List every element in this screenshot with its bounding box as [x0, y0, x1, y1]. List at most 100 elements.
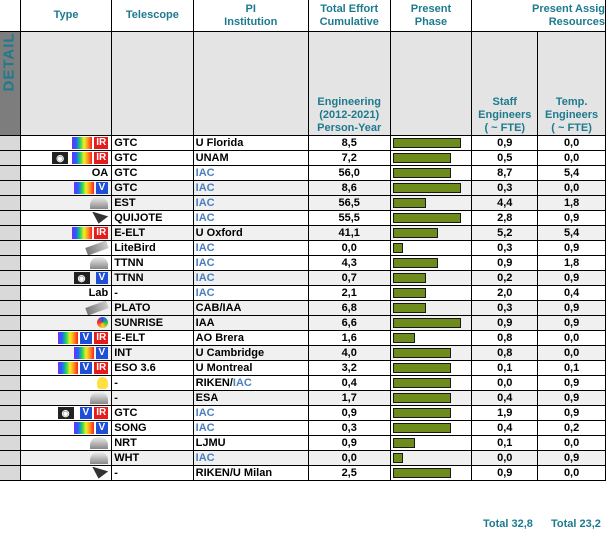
- row-marker: [0, 165, 21, 181]
- phase-bar: [392, 468, 451, 478]
- header-blank: [0, 0, 21, 32]
- phase-cell: [389, 300, 473, 316]
- staff-cell: 0,1: [471, 360, 539, 376]
- pi-cell: IAC: [192, 270, 309, 286]
- telescope-cell: ESO 3.6: [111, 360, 194, 376]
- pi-text: IAC: [195, 286, 215, 299]
- temp-cell: 0,9: [537, 315, 606, 331]
- type-cell: V IR: [19, 360, 113, 376]
- effort-cell: 56,0: [307, 165, 391, 181]
- pi-cell: IAC: [192, 450, 309, 466]
- pi-text: IAC: [195, 166, 215, 179]
- pi-cell: IAC: [192, 255, 309, 271]
- pi-text: IAC: [195, 421, 215, 434]
- row-marker: [0, 285, 21, 301]
- effort-cell: 0,9: [307, 405, 391, 421]
- row-marker: [0, 465, 21, 481]
- effort-cell: 1,6: [307, 330, 391, 346]
- table-row: IR GTC U Florida 8,5 0,9 0,0: [0, 135, 606, 151]
- pi-cell: ESA: [192, 390, 309, 406]
- staff-cell: 0,9: [471, 135, 539, 151]
- table-row: WHT IAC 0,0 0,0 0,9: [0, 450, 606, 466]
- staff-cell: 0,5: [471, 150, 539, 166]
- phase-bar: [392, 378, 451, 388]
- phase-cell: [389, 255, 473, 271]
- satellite-icon: [85, 301, 109, 315]
- v-icon: V: [95, 181, 109, 194]
- temp-cell: 0,2: [537, 420, 606, 436]
- v-icon: V: [95, 346, 109, 359]
- staff-cell: 0,3: [471, 300, 539, 316]
- pi-cell: UNAM: [192, 150, 309, 166]
- type-cell: [19, 390, 113, 406]
- phase-cell: [389, 135, 473, 151]
- phase-cell: [389, 225, 473, 241]
- effort-cell: 4,3: [307, 255, 391, 271]
- v-icon: V: [79, 406, 93, 419]
- v-icon: V: [95, 271, 109, 284]
- row-marker: [0, 195, 21, 211]
- type-cell: [19, 240, 113, 256]
- staff-cell: 0,9: [471, 315, 539, 331]
- details-label: DETAILS: [0, 31, 18, 92]
- staff-cell: 0,3: [471, 180, 539, 196]
- table-row: - ESA 1,7 0,4 0,9: [0, 390, 606, 406]
- type-cell: IR: [19, 225, 113, 241]
- pi-cell: U Cambridge: [192, 345, 309, 361]
- staff-cell: 4,4: [471, 195, 539, 211]
- temp-cell: 0,9: [537, 405, 606, 421]
- phase-cell: [389, 375, 473, 391]
- telescope-cell: TTNN: [111, 255, 194, 271]
- details-staff-3: ( ~ FTE): [484, 122, 526, 134]
- telescope-cell: -: [111, 465, 194, 481]
- type-cell: V: [19, 180, 113, 196]
- table-row: Lab - IAC 2,1 2,0 0,4: [0, 285, 606, 301]
- details-label-cell: DETAILS: [0, 31, 21, 136]
- type-cell: ◉ V: [19, 270, 113, 286]
- phase-cell: [389, 195, 473, 211]
- pi-cell: IAC: [192, 180, 309, 196]
- temp-cell: 0,9: [537, 270, 606, 286]
- ir-icon: IR: [94, 331, 109, 344]
- phase-cell: [389, 285, 473, 301]
- temp-cell: 1,8: [537, 255, 606, 271]
- temp-cell: 0,9: [537, 240, 606, 256]
- table-row: - RIKEN/U Milan 2,5 0,9 0,0: [0, 465, 606, 481]
- telescope-cell: EST: [111, 195, 194, 211]
- temp-cell: 5,4: [537, 225, 606, 241]
- header-effort: Total Effort Cumulative: [307, 0, 391, 32]
- header-effort-line2: Cumulative: [319, 15, 379, 28]
- rainbow-icon: [73, 181, 94, 194]
- pi-cell: IAC: [192, 405, 309, 421]
- temp-cell: 1,8: [537, 195, 606, 211]
- effort-cell: 2,5: [307, 465, 391, 481]
- row-marker: [0, 225, 21, 241]
- details-eng-3: Person-Year: [317, 122, 382, 134]
- rainbow-icon: [72, 151, 93, 164]
- row-marker: [0, 375, 21, 391]
- telescope-cell: -: [111, 390, 194, 406]
- pi-text: U Florida: [195, 136, 244, 149]
- phase-bar: [392, 438, 415, 448]
- type-cell: [19, 315, 113, 331]
- pi-cell: U Oxford: [192, 225, 309, 241]
- header-phase: Present Phase: [389, 0, 473, 32]
- type-cell: Lab: [19, 285, 113, 301]
- pi-text: IAC: [195, 406, 215, 419]
- header-phase-line2: Phase: [414, 15, 448, 28]
- ir-icon: IR: [94, 226, 109, 239]
- row-marker: [0, 135, 21, 151]
- staff-cell: 2,0: [471, 285, 539, 301]
- details-phase-cell: [389, 31, 473, 136]
- pi-cell: IAC: [192, 210, 309, 226]
- temp-cell: 0,0: [537, 180, 606, 196]
- temp-cell: 0,1: [537, 360, 606, 376]
- row-marker: [0, 390, 21, 406]
- phase-cell: [389, 420, 473, 436]
- telescope-cell: NRT: [111, 435, 194, 451]
- phase-cell: [389, 405, 473, 421]
- row-marker: [0, 315, 21, 331]
- staff-cell: 0,0: [471, 450, 539, 466]
- phase-bar: [392, 303, 426, 313]
- temp-cell: 0,0: [537, 150, 606, 166]
